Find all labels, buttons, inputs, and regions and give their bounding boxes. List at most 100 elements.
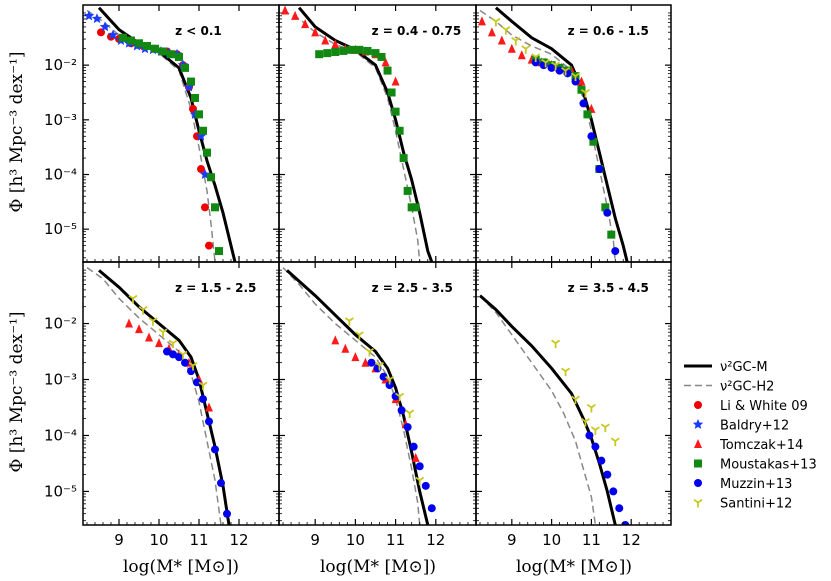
panel-1-li-white-point-13	[201, 203, 209, 212]
y-axis-label-bottom: Φ [h³ Mpc⁻³ dex⁻¹]	[7, 311, 27, 472]
legend-label-nu2gc-h2: ν²GC-H2	[720, 380, 774, 395]
panel-2-moustakas-point-6	[363, 46, 372, 55]
panel-5-xtick-label-10: 10	[346, 531, 365, 549]
panel-1-moustakas-point-0	[119, 33, 127, 42]
panel-5-tomczak-point-2	[351, 352, 360, 362]
x-axis-label-3: log(M* [M⊙])	[516, 557, 632, 577]
panel-5-muzzin-point-6	[403, 423, 412, 432]
panel-6-frame	[475, 261, 672, 526]
panel-6-santini-point-5	[590, 426, 600, 435]
panel-4-santini-point-6	[188, 361, 198, 371]
panel-1-moustakas-point-13	[203, 148, 211, 157]
panel-2-moustakas-point-7	[371, 49, 380, 58]
panel-3-santini-point-4	[531, 53, 541, 62]
panel-4-tomczak-point-1	[135, 324, 143, 334]
panel-4-plot-area	[86, 266, 231, 525]
panel-3-muzzin-point-0	[531, 58, 540, 67]
panel-5-series-nu2gc-m	[286, 269, 430, 525]
panel-4-muzzin-point-3	[181, 358, 189, 367]
x-axis-label-2: log(M* [M⊙])	[320, 557, 436, 577]
panel-3-tomczak-point-0	[477, 16, 486, 26]
panel-4-santini-point-0	[128, 294, 138, 304]
panel-2-frame	[278, 4, 477, 263]
panel-6-muzzin-point-0	[585, 431, 594, 440]
panel-3-tomczak-point-3	[507, 43, 516, 53]
legend-item-li-white: Li & White 09	[694, 399, 808, 414]
panel-4-series-nu2gc-m	[98, 269, 231, 525]
panel-5-santini-point-4	[385, 375, 395, 385]
panel-4-muzzin-point-0	[163, 347, 171, 356]
panel-1-baldry-point-2	[99, 21, 111, 32]
panel-4-santini-point-3	[158, 328, 168, 337]
panel-2-tomczak-point-10	[381, 57, 390, 67]
panel-4-tomczak-point-3	[155, 338, 163, 348]
panel-6-santini-point-1	[561, 367, 571, 377]
panel-1-moustakas-point-11	[195, 110, 203, 119]
panel-2-tomczak-point-3	[311, 27, 320, 37]
panel-3-redshift-label: z = 0.6 - 1.5	[568, 24, 649, 38]
panel-3-santini-point-9	[580, 88, 590, 98]
panel-3-plot-area	[477, 6, 629, 262]
x-axis-label-1: log(M* [M⊙])	[123, 557, 239, 577]
panel-2-tomczak-point-0	[281, 5, 290, 15]
panel-6-santini-point-6	[600, 423, 610, 433]
panel-4-muzzin-point-8	[211, 445, 219, 454]
panel-5-xtick-label-9: 9	[310, 531, 320, 549]
legend-item-santini: Santini+12	[693, 497, 792, 512]
panel-1-moustakas-point-16	[215, 247, 223, 256]
panel-5-santini-point-7	[415, 476, 425, 486]
panel-4-frame	[82, 261, 280, 526]
y-axis-label-top: Φ [h³ Mpc⁻³ dex⁻¹]	[7, 51, 27, 212]
panel-3: z = 0.6 - 1.5	[475, 4, 672, 263]
panel-1-ytick-label-3: 10⁻⁵	[44, 220, 77, 238]
panel-5-series-nu2gc-h2	[282, 267, 421, 525]
panel-4-xtick-label-9: 9	[114, 531, 124, 549]
panel-3-muzzin-point-9	[603, 208, 612, 217]
panel-4-ytick-label-3: 10⁻⁵	[44, 482, 77, 500]
panel-6-santini-point-2	[570, 395, 581, 405]
panel-2-tomczak-point-1	[291, 10, 300, 20]
legend-swatch-muzzin	[694, 479, 702, 487]
legend-swatch-tomczak	[694, 439, 702, 448]
panel-5-santini-point-3	[374, 361, 385, 371]
panel-2-series-nu2gc-m	[297, 6, 434, 262]
panel-4-xtick-label-10: 10	[149, 531, 168, 549]
panel-3-muzzin-point-2	[547, 63, 556, 72]
panel-6-santini-point-4	[586, 403, 596, 413]
panel-1-moustakas-point-10	[191, 93, 199, 102]
panel-4-tomczak-point-2	[145, 332, 153, 342]
panel-3-santini-point-8	[570, 72, 581, 82]
panel-2-tomczak-point-2	[301, 19, 310, 29]
panel-6-santini-point-3	[580, 417, 590, 427]
legend-swatch-li-white	[694, 401, 702, 409]
panel-1-moustakas-point-3	[143, 42, 151, 51]
panel-6-series-nu2gc-m	[479, 294, 617, 525]
panel-1-moustakas-point-7	[175, 52, 183, 61]
legend-swatch-moustakas	[694, 459, 702, 468]
panel-6-series-nu2gc-h2	[479, 295, 597, 525]
panel-5-xtick-label-12: 12	[426, 531, 445, 549]
panel-2-moustakas-point-13	[399, 154, 408, 163]
panel-4-santini-point-4	[168, 339, 178, 349]
panel-1-moustakas-point-8	[181, 63, 189, 72]
panel-3-santini-point-7	[561, 67, 571, 76]
panel-1-plot-area	[83, 6, 237, 262]
panel-1-ytick-label-0: 10⁻²	[44, 56, 77, 74]
panel-5-muzzin-point-2	[379, 372, 388, 381]
panel-3-moustakas-point-7	[583, 110, 592, 119]
panel-3-muzzin-point-8	[595, 165, 604, 174]
legend-label-nu2gc-m: ν²GC-M	[720, 360, 768, 375]
panel-5-tomczak-point-0	[331, 335, 340, 345]
panel-5-tomczak-point-1	[341, 343, 350, 353]
panel-6-muzzin-point-1	[591, 442, 600, 451]
panel-3-tomczak-point-4	[517, 50, 526, 60]
panel-2-moustakas-point-1	[323, 49, 332, 58]
legend-label-baldry: Baldry+12	[720, 419, 789, 434]
panel-3-moustakas-point-8	[589, 137, 598, 146]
panel-6-xtick-label-12: 12	[622, 531, 641, 549]
panel-4-tomczak-point-0	[125, 318, 133, 328]
panel-2-moustakas-point-3	[339, 46, 348, 55]
panel-3-muzzin-point-6	[579, 99, 588, 108]
panel-6-redshift-label: z = 3.5 - 4.5	[568, 281, 649, 295]
panel-4-tomczak-point-8	[205, 402, 213, 412]
